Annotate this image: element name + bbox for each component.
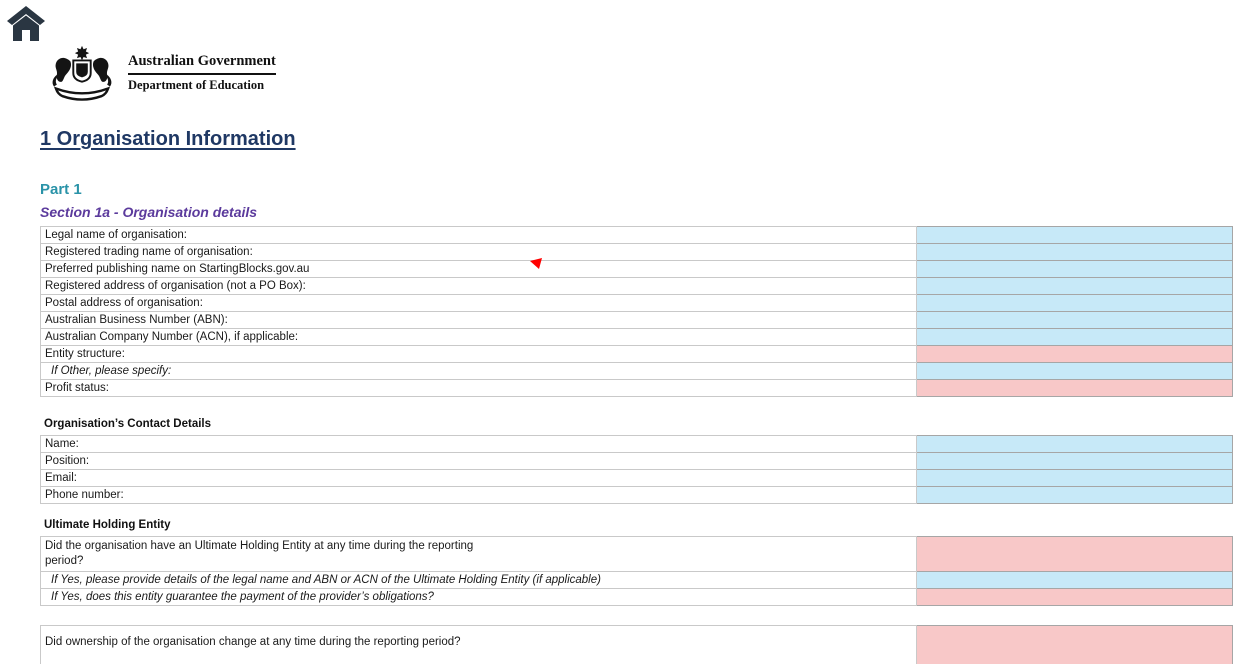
table-row: If Yes, please provide details of the le… xyxy=(40,571,1233,589)
publishing-name-input[interactable] xyxy=(916,260,1233,278)
home-button[interactable] xyxy=(6,5,46,43)
ownership-change-input[interactable] xyxy=(916,625,1233,664)
field-label: Did ownership of the organisation change… xyxy=(40,625,917,664)
field-label: Registered trading name of organisation: xyxy=(40,243,917,261)
field-label: Position: xyxy=(40,452,917,470)
ultimate-holding-entity-heading: Ultimate Holding Entity xyxy=(44,519,171,531)
table-row: Entity structure: xyxy=(40,345,1233,363)
logo-department-name: Department of Education xyxy=(128,77,265,92)
table-row: Registered address of organisation (not … xyxy=(40,277,1233,295)
ownership-change-table: Did ownership of the organisation change… xyxy=(40,625,1233,664)
table-row: Position: xyxy=(40,452,1233,470)
field-label: Legal name of organisation: xyxy=(40,226,917,244)
entity-structure-input[interactable] xyxy=(916,345,1233,363)
field-label: Australian Business Number (ABN): xyxy=(40,311,917,329)
red-pointer-icon xyxy=(530,256,542,269)
ultimate-holding-entity-table: Did the organisation have an Ultimate Ho… xyxy=(40,536,1233,606)
section-heading: Section 1a - Organisation details xyxy=(40,204,258,220)
trading-name-input[interactable] xyxy=(916,243,1233,261)
field-label: Phone number: xyxy=(40,486,917,504)
logo-text: Australian Government Department of Educ… xyxy=(128,53,276,93)
uhe-details-input[interactable] xyxy=(916,571,1233,589)
government-logo: Australian Government Department of Educ… xyxy=(44,44,276,102)
table-row: Postal address of organisation: xyxy=(40,294,1233,312)
table-row: Profit status: xyxy=(40,379,1233,397)
field-label: Postal address of organisation: xyxy=(40,294,917,312)
table-row: If Yes, does this entity guarantee the p… xyxy=(40,588,1233,606)
table-row: Did ownership of the organisation change… xyxy=(40,625,1233,664)
field-label: Profit status: xyxy=(40,379,917,397)
table-row: Phone number: xyxy=(40,486,1233,504)
coat-of-arms-icon xyxy=(52,45,112,101)
field-label: Email: xyxy=(40,469,917,487)
field-label: Did the organisation have an Ultimate Ho… xyxy=(40,536,917,572)
field-label: If Yes, does this entity guarantee the p… xyxy=(40,588,917,606)
field-label: If Yes, please provide details of the le… xyxy=(40,571,917,589)
postal-address-input[interactable] xyxy=(916,294,1233,312)
table-row: Legal name of organisation: xyxy=(40,226,1233,244)
field-label-text: Did the organisation have an Ultimate Ho… xyxy=(45,540,474,567)
table-row: Australian Company Number (ACN), if appl… xyxy=(40,328,1233,346)
contact-details-heading: Organisation’s Contact Details xyxy=(44,418,211,430)
table-row: Preferred publishing name on StartingBlo… xyxy=(40,260,1233,278)
abn-input[interactable] xyxy=(916,311,1233,329)
field-label: If Other, please specify: xyxy=(40,362,917,380)
field-label: Australian Company Number (ACN), if appl… xyxy=(40,328,917,346)
table-row: If Other, please specify: xyxy=(40,362,1233,380)
other-specify-input[interactable] xyxy=(916,362,1233,380)
contact-details-table: Name: Position: Email: Phone number: xyxy=(40,435,1233,504)
field-label: Preferred publishing name on StartingBlo… xyxy=(40,260,917,278)
logo-government-name: Australian Government xyxy=(128,53,276,70)
legal-name-input[interactable] xyxy=(916,226,1233,244)
table-row: Email: xyxy=(40,469,1233,487)
page-title: 1 Organisation Information xyxy=(40,128,296,150)
contact-name-input[interactable] xyxy=(916,435,1233,453)
table-row: Name: xyxy=(40,435,1233,453)
table-row: Australian Business Number (ABN): xyxy=(40,311,1233,329)
contact-email-input[interactable] xyxy=(916,469,1233,487)
field-label: Entity structure: xyxy=(40,345,917,363)
table-row: Did the organisation have an Ultimate Ho… xyxy=(40,536,1233,572)
field-label: Registered address of organisation (not … xyxy=(40,277,917,295)
profit-status-input[interactable] xyxy=(916,379,1233,397)
uhe-guarantee-input[interactable] xyxy=(916,588,1233,606)
contact-phone-input[interactable] xyxy=(916,486,1233,504)
registered-address-input[interactable] xyxy=(916,277,1233,295)
field-label: Name: xyxy=(40,435,917,453)
part-heading: Part 1 xyxy=(40,181,82,198)
acn-input[interactable] xyxy=(916,328,1233,346)
uhe-question-input[interactable] xyxy=(916,536,1233,572)
contact-position-input[interactable] xyxy=(916,452,1233,470)
organisation-details-table: Legal name of organisation: Registered t… xyxy=(40,226,1233,397)
logo-divider xyxy=(128,73,276,75)
table-row: Registered trading name of organisation: xyxy=(40,243,1233,261)
home-icon xyxy=(7,6,45,41)
